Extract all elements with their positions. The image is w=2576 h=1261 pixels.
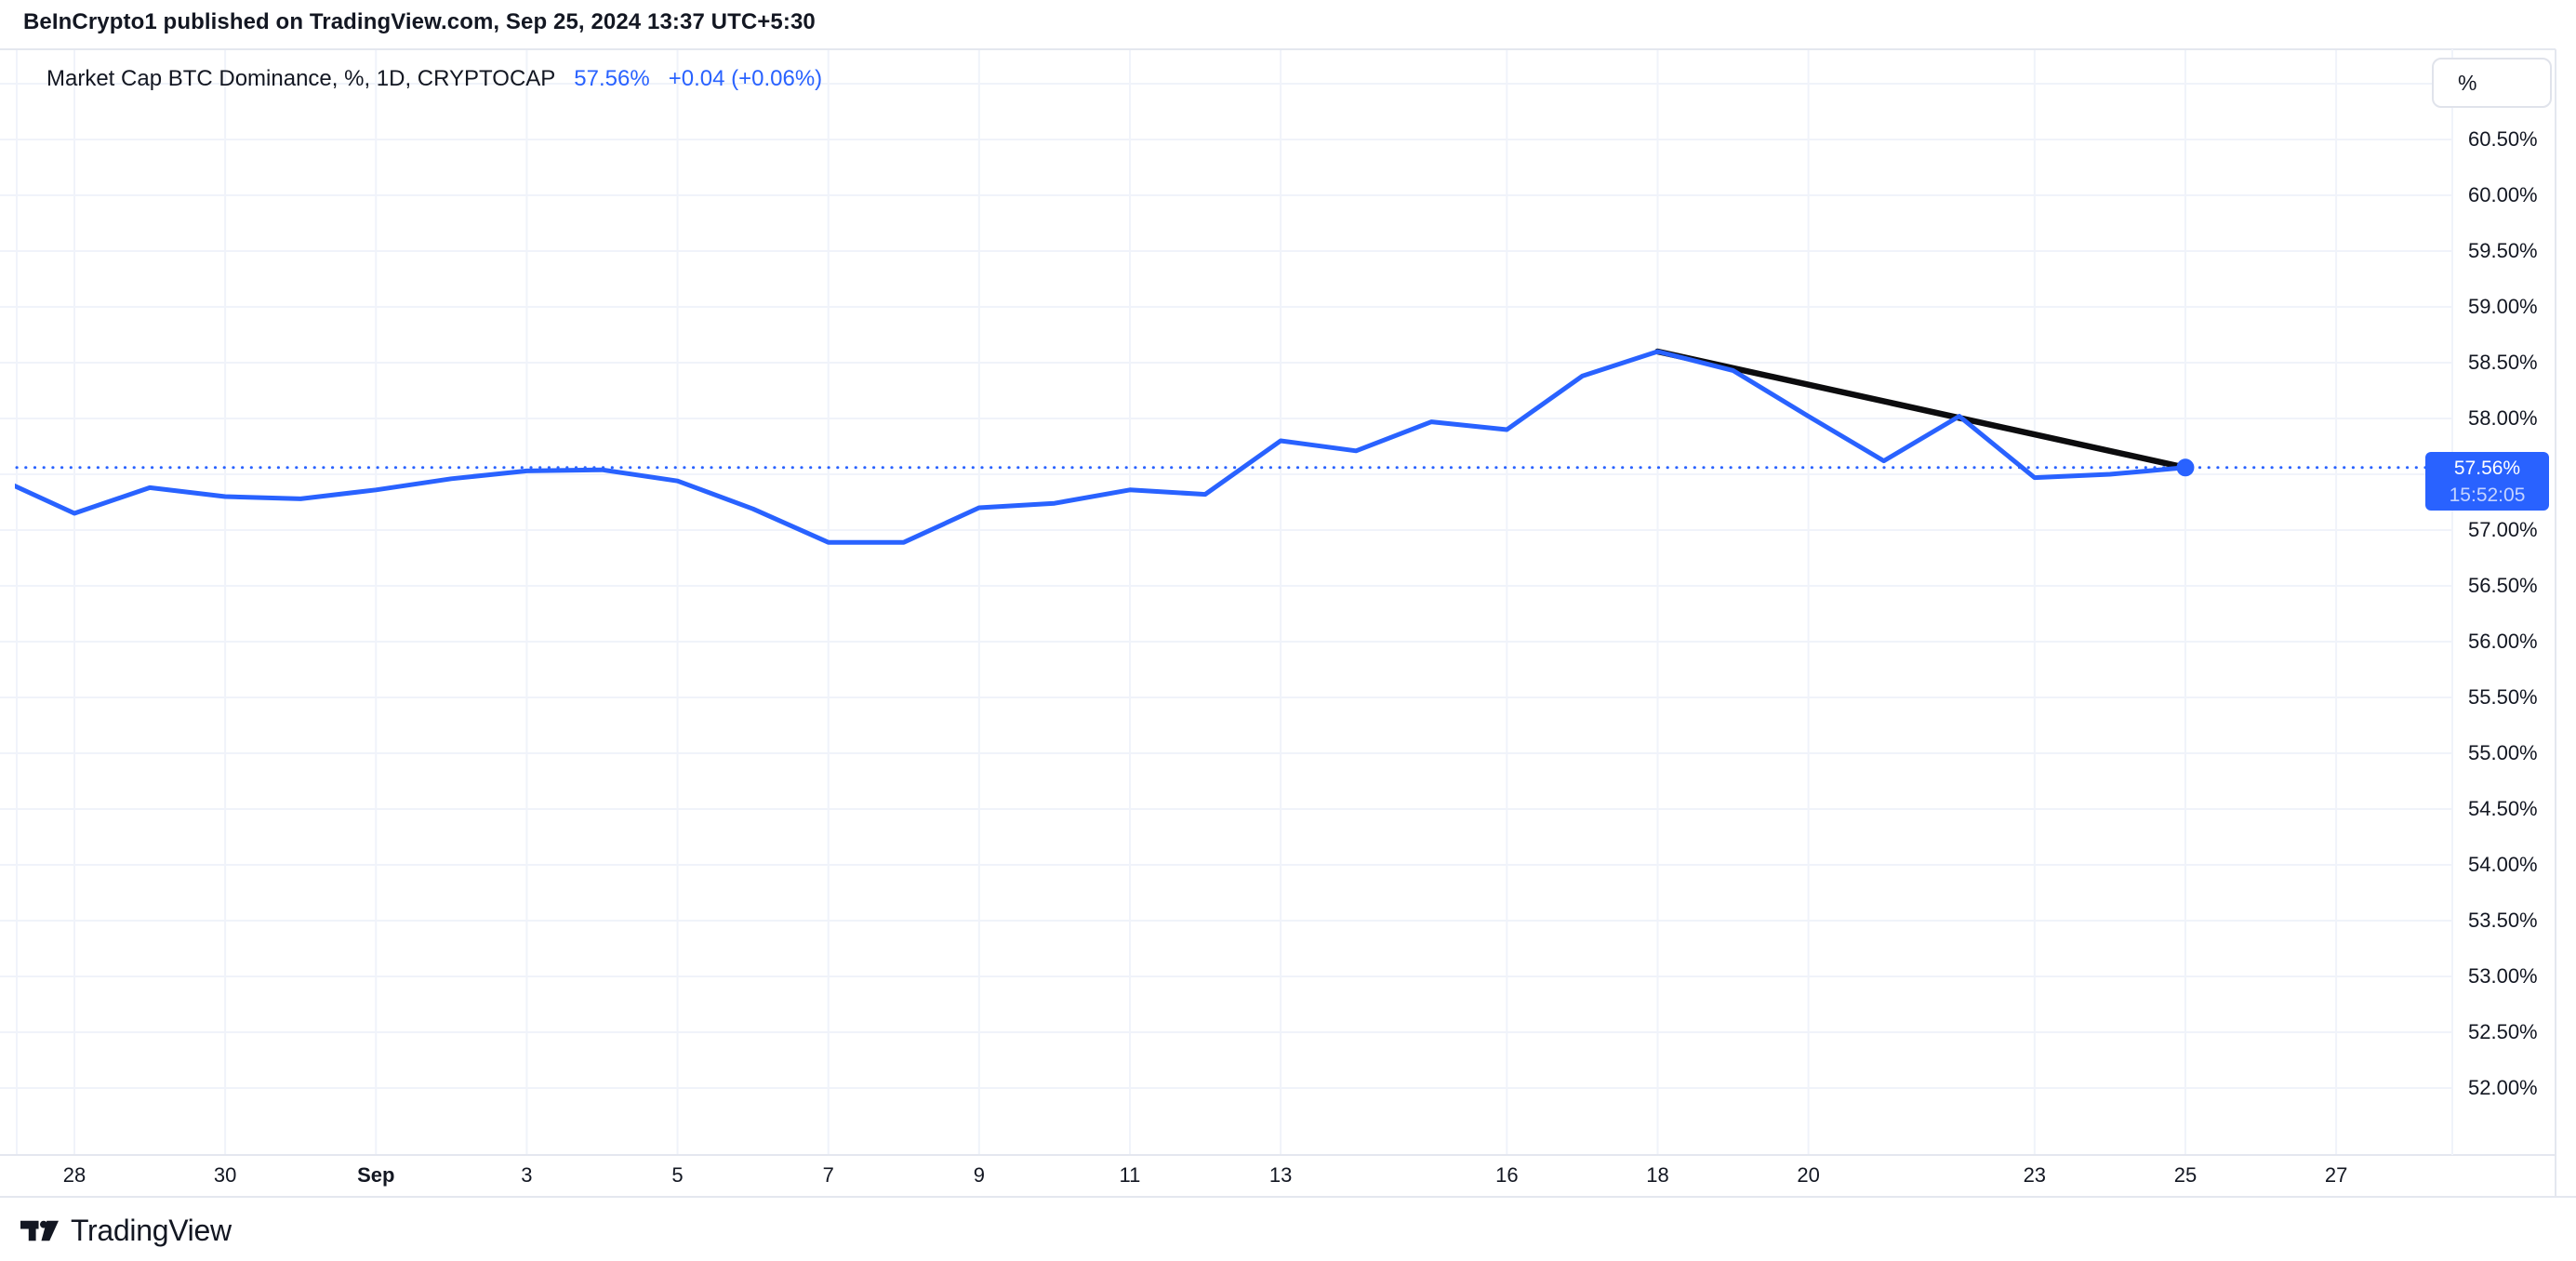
x-axis-label: 5	[671, 1163, 684, 1187]
x-axis-label: 16	[1495, 1163, 1519, 1187]
x-axis-label: 20	[1797, 1163, 1820, 1187]
x-axis-label: 7	[822, 1163, 834, 1187]
last-point-dot	[2176, 458, 2195, 477]
y-axis-label: 56.50%	[2468, 574, 2538, 597]
y-axis-label: 54.00%	[2468, 853, 2538, 876]
y-axis-label: 56.00%	[2468, 630, 2538, 653]
x-axis-label: 28	[62, 1163, 86, 1187]
x-axis-label: 27	[2324, 1163, 2348, 1187]
legend-change: +0.04 (+0.06%)	[668, 66, 823, 91]
y-axis-label: 54.50%	[2468, 797, 2538, 820]
x-axis-label: 13	[1268, 1163, 1293, 1187]
trend-line[interactable]	[1654, 348, 2189, 471]
x-axis-label: 11	[1119, 1163, 1141, 1187]
price-series-line	[15, 349, 2188, 545]
legend: Market Cap BTC Dominance, %, 1D, CRYPTOC…	[46, 66, 822, 92]
publish-header: BeInCrypto1 published on TradingView.com…	[23, 9, 816, 34]
last-price-label: 57.56% 15:52:05	[2425, 452, 2549, 511]
y-axis-label: 55.50%	[2468, 685, 2538, 709]
x-axis-label: 9	[973, 1163, 985, 1187]
y-axis-label: 52.50%	[2468, 1020, 2538, 1043]
last-price-time: 15:52:05	[2449, 484, 2526, 506]
y-axis-label: 59.00%	[2468, 295, 2538, 318]
y-axis-label: 55.00%	[2468, 741, 2538, 764]
y-axis-label: 53.50%	[2468, 909, 2538, 932]
y-axis-label: 52.00%	[2468, 1076, 2538, 1099]
y-axis-label: 58.00%	[2468, 406, 2538, 430]
last-price-value: 57.56%	[2453, 457, 2521, 479]
price-axis[interactable]: 60.50% 60.00% 59.50% 59.00% 58.50% 58.00% 57.5…	[2452, 49, 2556, 1155]
y-axis-label: 53.00%	[2468, 964, 2538, 988]
x-axis-label: 18	[1646, 1163, 1669, 1187]
tradingview-logo-link[interactable]: TradingView	[20, 1209, 232, 1252]
y-axis-label: 59.50%	[2468, 239, 2538, 262]
x-axis-label: Sep	[357, 1163, 395, 1187]
x-axis-label: 25	[2173, 1163, 2198, 1187]
legend-title: Market Cap BTC Dominance, %, 1D, CRYPTOC…	[46, 66, 556, 91]
footer: TradingView	[0, 1197, 2576, 1261]
x-axis-label: 3	[521, 1163, 533, 1187]
y-axis-label: 60.00%	[2468, 183, 2538, 206]
time-axis[interactable]: 28 30 Sep 3 5 7 9 11 13 16 18 20 23 25 27	[0, 1155, 2556, 1196]
y-axis-label: 60.50%	[2468, 127, 2538, 151]
x-axis-label: 23	[2023, 1163, 2047, 1187]
x-axis-label: 30	[213, 1163, 237, 1187]
y-axis-label: 57.00%	[2468, 518, 2538, 541]
tradingview-logo-icon	[20, 1220, 59, 1241]
price-scale-unit-button[interactable]: %	[2432, 58, 2552, 108]
legend-last-value: 57.56%	[574, 66, 650, 91]
y-axis-label: 58.50%	[2468, 351, 2538, 374]
tradingview-brand-text: TradingView	[71, 1213, 232, 1247]
